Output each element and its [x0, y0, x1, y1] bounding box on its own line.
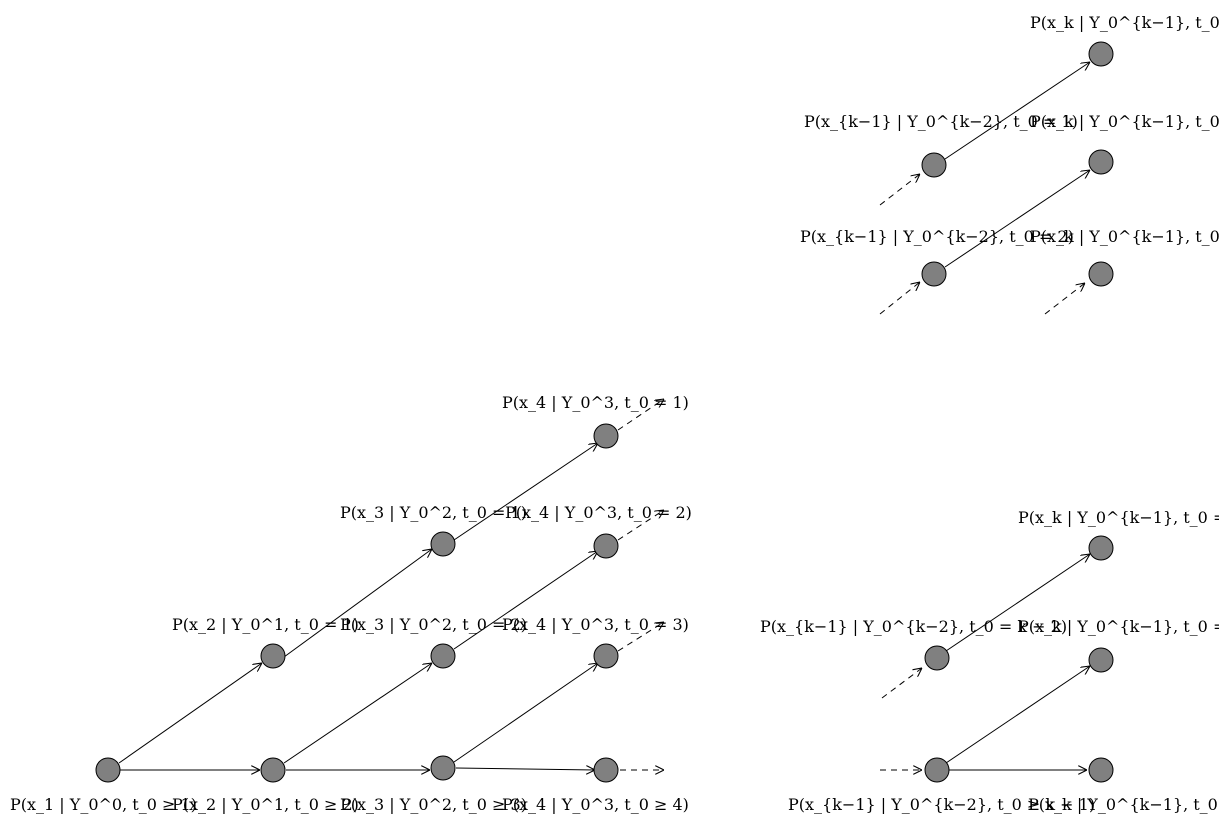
node-label: P(x_k | Y_0^{k−1}, t_0 = k − 2) [1018, 508, 1219, 527]
node [1088, 535, 1114, 561]
dashed-edge [1044, 283, 1085, 315]
node [924, 645, 950, 671]
edge [118, 663, 262, 764]
edge [455, 768, 595, 770]
edge [453, 551, 598, 650]
edge [453, 663, 598, 763]
dashed-edge [879, 174, 920, 206]
node [593, 643, 619, 669]
node [593, 757, 619, 783]
node-label: P(x_4 | Y_0^3, t_0 = 2) [505, 503, 692, 522]
top-right-panel: P(x_k | Y_0^{k−1}, t_0 = 1) P(x_{k−1} | … [800, 13, 1219, 315]
dashed-edge [617, 622, 664, 652]
node [260, 757, 286, 783]
node-label: P(x_k | Y_0^{k−1}, t_0 ≥ k) [1028, 795, 1219, 814]
dashed-edge [617, 399, 664, 431]
node [924, 757, 950, 783]
node-label: P(x_3 | Y_0^2, t_0 = 2) [340, 615, 527, 634]
node-label: P(x_k | Y_0^{k−1}, t_0 = 3) [1030, 227, 1219, 246]
node [1088, 149, 1114, 175]
node-label: P(x_3 | Y_0^2, t_0 ≥ 3) [340, 795, 527, 814]
node-label: P(x_3 | Y_0^2, t_0 = 1) [340, 503, 527, 522]
edge [283, 549, 432, 658]
node-label: P(x_k | Y_0^{k−1}, t_0 = 1) [1030, 13, 1219, 32]
node [430, 531, 456, 557]
node-label: P(x_k | Y_0^{k−1}, t_0 = k − 1) [1018, 617, 1219, 636]
dashed-edge [879, 282, 920, 315]
node [921, 261, 947, 287]
node-label: P(x_1 | Y_0^0, t_0 ≥ 1) [10, 795, 197, 814]
node [260, 643, 286, 669]
node-label: P(x_4 | Y_0^3, t_0 ≥ 4) [502, 795, 689, 814]
edge [944, 62, 1090, 160]
edge [945, 554, 1090, 652]
node-label: P(x_4 | Y_0^3, t_0 = 1) [502, 393, 689, 412]
node-label: P(x_k | Y_0^{k−1}, t_0 = 2) [1030, 112, 1219, 131]
node [1088, 261, 1114, 287]
edge [944, 170, 1090, 268]
node-label: P(x_{k−1} | Y_0^{k−2}, t_0 ≥ k − 1) [788, 795, 1095, 814]
node [95, 757, 121, 783]
edge [453, 443, 598, 541]
node-label: P(x_{k−1} | Y_0^{k−2}, t_0 = 2) [800, 227, 1074, 246]
bottom-left-panel: P(x_4 | Y_0^3, t_0 = 1) P(x_3 | Y_0^2, t… [10, 393, 692, 814]
node [1088, 757, 1114, 783]
node [1088, 41, 1114, 67]
bottom-right-panel: P(x_k | Y_0^{k−1}, t_0 = k − 2) P(x_{k−1… [760, 508, 1219, 814]
node [593, 533, 619, 559]
node [1088, 647, 1114, 673]
node [430, 755, 456, 781]
node [593, 423, 619, 449]
node-label: P(x_2 | Y_0^1, t_0 ≥ 2) [172, 795, 359, 814]
node [921, 152, 947, 178]
node-label: P(x_{k−1} | Y_0^{k−2}, t_0 = 1) [804, 112, 1078, 131]
node-label: P(x_4 | Y_0^3, t_0 = 3) [502, 615, 689, 634]
node [430, 643, 456, 669]
node-label: P(x_{k−1} | Y_0^{k−2}, t_0 = k − 2) [760, 617, 1067, 636]
edge [283, 663, 432, 764]
node-label: P(x_2 | Y_0^1, t_0 = 1) [172, 615, 359, 634]
dashed-edge [617, 510, 664, 541]
edge [945, 666, 1090, 764]
dashed-edge [881, 668, 922, 699]
